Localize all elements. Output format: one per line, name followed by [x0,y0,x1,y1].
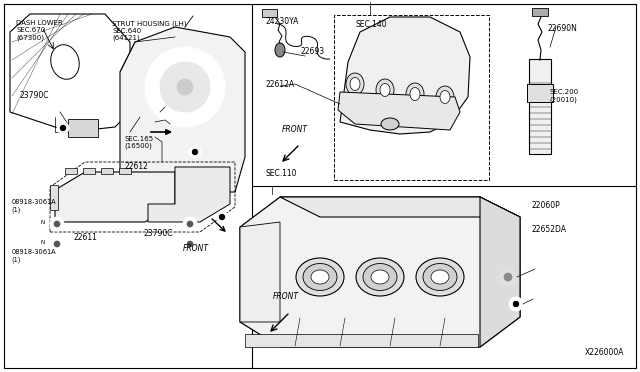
Bar [334,15,489,180]
Ellipse shape [356,258,404,296]
Polygon shape [340,17,470,134]
Polygon shape [148,167,230,222]
Ellipse shape [440,90,450,103]
Text: SEC.110: SEC.110 [266,169,297,178]
Ellipse shape [431,270,449,284]
Ellipse shape [410,87,420,100]
Text: 08918-3061A
(1): 08918-3061A (1) [12,199,56,212]
Text: FRONT: FRONT [273,292,300,301]
Polygon shape [480,197,520,347]
Bar [101,168,113,174]
Ellipse shape [296,258,344,296]
Text: STRUT HOUSING (LH)
SEC.640
(64121): STRUT HOUSING (LH) SEC.640 (64121) [112,20,187,41]
Text: SEC.140: SEC.140 [355,20,387,29]
Text: SEC.200
(20010): SEC.200 (20010) [549,89,579,103]
Polygon shape [55,172,175,222]
Ellipse shape [350,77,360,90]
Circle shape [513,301,518,307]
Bar [119,168,131,174]
Ellipse shape [380,83,390,96]
Ellipse shape [363,263,397,291]
Text: SEC.165
(16500): SEC.165 (16500) [125,136,154,149]
Polygon shape [240,197,520,347]
Text: 08918-3061A
(1): 08918-3061A (1) [12,249,56,263]
Bar [83,168,95,174]
Bar [529,59,551,154]
Circle shape [50,217,64,231]
Text: 22693: 22693 [301,46,325,55]
Bar [65,168,77,174]
Text: FRONT: FRONT [182,244,209,253]
Ellipse shape [275,43,285,57]
Text: 23790C: 23790C [19,91,49,100]
Circle shape [509,297,523,311]
Ellipse shape [376,79,394,101]
Text: 22060P: 22060P [531,201,560,210]
Text: 22612A: 22612A [266,80,295,89]
Polygon shape [338,92,460,130]
Circle shape [54,241,60,247]
Circle shape [499,268,517,286]
Circle shape [177,79,193,95]
Circle shape [504,273,512,281]
Circle shape [220,215,225,219]
Circle shape [187,221,193,227]
Text: X226000A: X226000A [584,348,624,357]
Ellipse shape [436,86,454,108]
Bar [68,119,98,137]
Ellipse shape [416,258,464,296]
Circle shape [61,125,65,131]
Bar [532,8,548,16]
Text: FRONT: FRONT [282,125,308,134]
Bar [50,185,58,210]
Ellipse shape [346,73,364,95]
Polygon shape [120,27,245,192]
Circle shape [160,62,210,112]
Ellipse shape [406,83,424,105]
Circle shape [145,47,225,127]
Polygon shape [245,334,478,347]
Circle shape [193,150,198,154]
Circle shape [183,237,197,251]
Bar [262,9,277,17]
Text: 22612: 22612 [125,162,148,171]
Ellipse shape [371,270,389,284]
Text: N: N [41,240,45,244]
Ellipse shape [381,118,399,130]
Circle shape [189,146,201,158]
Ellipse shape [311,270,329,284]
Polygon shape [240,222,280,322]
Circle shape [183,217,197,231]
Text: 23790C: 23790C [144,229,173,238]
Text: N: N [41,219,45,224]
Circle shape [54,221,60,227]
Polygon shape [280,197,520,217]
Circle shape [50,237,64,251]
Text: 24230YA: 24230YA [266,17,299,26]
Text: DASH LOWER
SEC.670
(67300): DASH LOWER SEC.670 (67300) [16,20,63,41]
Ellipse shape [51,45,79,79]
Circle shape [216,211,228,223]
Ellipse shape [303,263,337,291]
Text: 22690N: 22690N [547,24,577,33]
Circle shape [187,241,193,247]
Ellipse shape [423,263,457,291]
Bar [527,84,553,102]
Text: 22652DA: 22652DA [531,225,566,234]
Text: 22611: 22611 [74,232,97,241]
Circle shape [57,122,69,134]
